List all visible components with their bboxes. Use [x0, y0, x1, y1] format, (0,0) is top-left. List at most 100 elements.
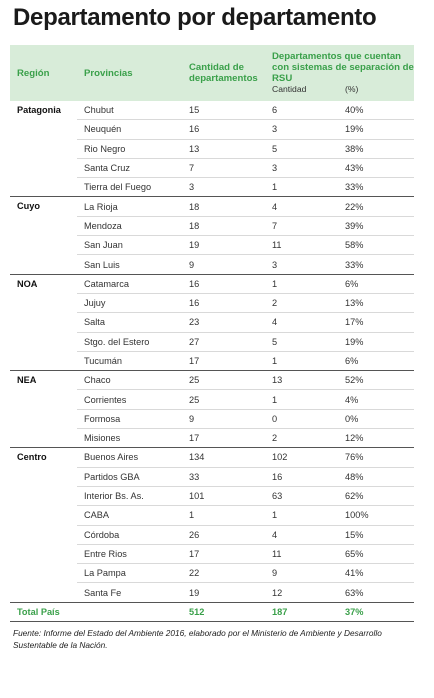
cantidad-cell: 27	[182, 332, 265, 352]
rsu-pct-cell: 100%	[338, 505, 414, 526]
cantidad-cell: 13	[182, 139, 265, 159]
province-cell: Tucumán	[77, 351, 182, 372]
province-cell: La Rioja	[77, 196, 182, 217]
province-cell: Chaco	[77, 370, 182, 391]
table-row: San Luis 9 3 33%	[10, 254, 414, 275]
table-row: Mendoza 18 7 39%	[10, 216, 414, 237]
rsu-pct-cell: 43%	[338, 158, 414, 179]
cantidad-cell: 23	[182, 312, 265, 333]
table-row: Stgo. del Estero 27 5 19%	[10, 332, 414, 352]
table-row: La Pampa 22 9 41%	[10, 563, 414, 584]
table-row: CABA 1 1 100%	[10, 505, 414, 526]
rsu-cantidad-cell: 9	[265, 563, 338, 584]
province-cell: Neuquén	[77, 119, 182, 140]
rsu-pct-cell: 41%	[338, 563, 414, 584]
header-region: Región	[10, 45, 77, 101]
cantidad-cell: 9	[182, 409, 265, 430]
rsu-pct-cell: 17%	[338, 312, 414, 333]
province-cell: Buenos Aires	[77, 447, 182, 468]
province-cell: Mendoza	[77, 216, 182, 237]
table-row: Santa Fe 19 12 63%	[10, 582, 414, 603]
rsu-pct-cell: 40%	[338, 101, 414, 121]
rsu-pct-cell: 15%	[338, 525, 414, 545]
total-rsu: 187	[265, 601, 338, 622]
rsu-pct-cell: 38%	[338, 139, 414, 159]
rsu-cantidad-cell: 2	[265, 428, 338, 449]
province-cell: Salta	[77, 312, 182, 333]
region-cell: Cuyo	[10, 196, 77, 275]
province-cell: Formosa	[77, 409, 182, 430]
rsu-pct-cell: 19%	[338, 332, 414, 352]
total-row: Total País 512 187 37%	[10, 601, 414, 622]
table-footer: Total País 512 187 37%	[10, 601, 414, 622]
cantidad-cell: 134	[182, 447, 265, 468]
table-row: Misiones 17 2 12%	[10, 428, 414, 449]
cantidad-cell: 16	[182, 119, 265, 140]
region-cell: NOA	[10, 274, 77, 372]
rsu-pct-cell: 76%	[338, 447, 414, 468]
rsu-cantidad-cell: 7	[265, 216, 338, 237]
province-cell: Entre Rios	[77, 544, 182, 565]
table-row: Interior Bs. As. 101 63 62%	[10, 486, 414, 507]
rsu-cantidad-cell: 6	[265, 101, 338, 121]
table-row: Tierra del Fuego 3 1 33%	[10, 177, 414, 198]
rsu-cantidad-cell: 1	[265, 389, 338, 410]
cantidad-cell: 17	[182, 351, 265, 372]
table-row: NOA Catamarca 16 1 6%	[10, 274, 414, 372]
province-cell: Rio Negro	[77, 139, 182, 159]
province-cell: Misiones	[77, 428, 182, 449]
total-label: Total País	[10, 601, 77, 622]
cantidad-cell: 9	[182, 254, 265, 275]
region-cell: Patagonia	[10, 101, 77, 198]
rsu-cantidad-cell: 3	[265, 254, 338, 275]
province-cell: La Pampa	[77, 563, 182, 584]
cantidad-cell: 101	[182, 486, 265, 507]
page-title: Departamento por departamento	[13, 4, 377, 31]
table-row: Formosa 9 0 0%	[10, 409, 414, 430]
province-cell: Interior Bs. As.	[77, 486, 182, 507]
rsu-pct-cell: 65%	[338, 544, 414, 565]
cantidad-cell: 33	[182, 467, 265, 487]
rsu-pct-cell: 52%	[338, 370, 414, 391]
rsu-cantidad-cell: 13	[265, 370, 338, 391]
rsu-pct-cell: 58%	[338, 235, 414, 256]
province-cell: Santa Cruz	[77, 158, 182, 179]
source-note: Fuente: Informe del Estado del Ambiente …	[13, 628, 382, 650]
table-row: Rio Negro 13 5 38%	[10, 139, 414, 159]
region-cell: Centro	[10, 447, 77, 603]
rsu-cantidad-cell: 1	[265, 177, 338, 198]
rsu-cantidad-cell: 4	[265, 196, 338, 217]
total-pct: 37%	[338, 601, 414, 622]
table-row: Corrientes 25 1 4%	[10, 389, 414, 410]
cantidad-cell: 25	[182, 389, 265, 410]
rsu-pct-cell: 4%	[338, 389, 414, 410]
rsu-cantidad-cell: 2	[265, 293, 338, 314]
cantidad-cell: 18	[182, 196, 265, 217]
rsu-pct-cell: 63%	[338, 582, 414, 603]
rsu-cantidad-cell: 3	[265, 158, 338, 179]
rsu-cantidad-cell: 102	[265, 447, 338, 468]
table-header: Región Provincias Cantidad de departamen…	[10, 45, 414, 101]
province-cell: Partidos GBA	[77, 467, 182, 487]
cantidad-cell: 19	[182, 235, 265, 256]
table-row: San Juan 19 11 58%	[10, 235, 414, 256]
table-body: Patagonia Chubut 15 6 40% Neuquén 16 3 19% Rio Ne…	[10, 101, 414, 603]
table-row: Santa Cruz 7 3 43%	[10, 158, 414, 179]
table-row: Salta 23 4 17%	[10, 312, 414, 333]
table-row: Entre Rios 17 11 65%	[10, 544, 414, 565]
table-row: NEA Chaco 25 13 52%	[10, 370, 414, 449]
rsu-cantidad-cell: 11	[265, 235, 338, 256]
rsu-pct-cell: 19%	[338, 119, 414, 140]
cantidad-cell: 3	[182, 177, 265, 198]
header-cantidad: Cantidad de departamentos	[182, 45, 265, 101]
header-sub-cantidad: Cantidad	[265, 84, 338, 101]
region-cell: NEA	[10, 370, 77, 449]
province-cell: Chubut	[77, 101, 182, 121]
cantidad-cell: 17	[182, 544, 265, 565]
cantidad-cell: 22	[182, 563, 265, 584]
rsu-cantidad-cell: 5	[265, 332, 338, 352]
cantidad-cell: 19	[182, 582, 265, 603]
departments-table: Región Provincias Cantidad de departamen…	[10, 45, 414, 622]
rsu-cantidad-cell: 1	[265, 351, 338, 372]
